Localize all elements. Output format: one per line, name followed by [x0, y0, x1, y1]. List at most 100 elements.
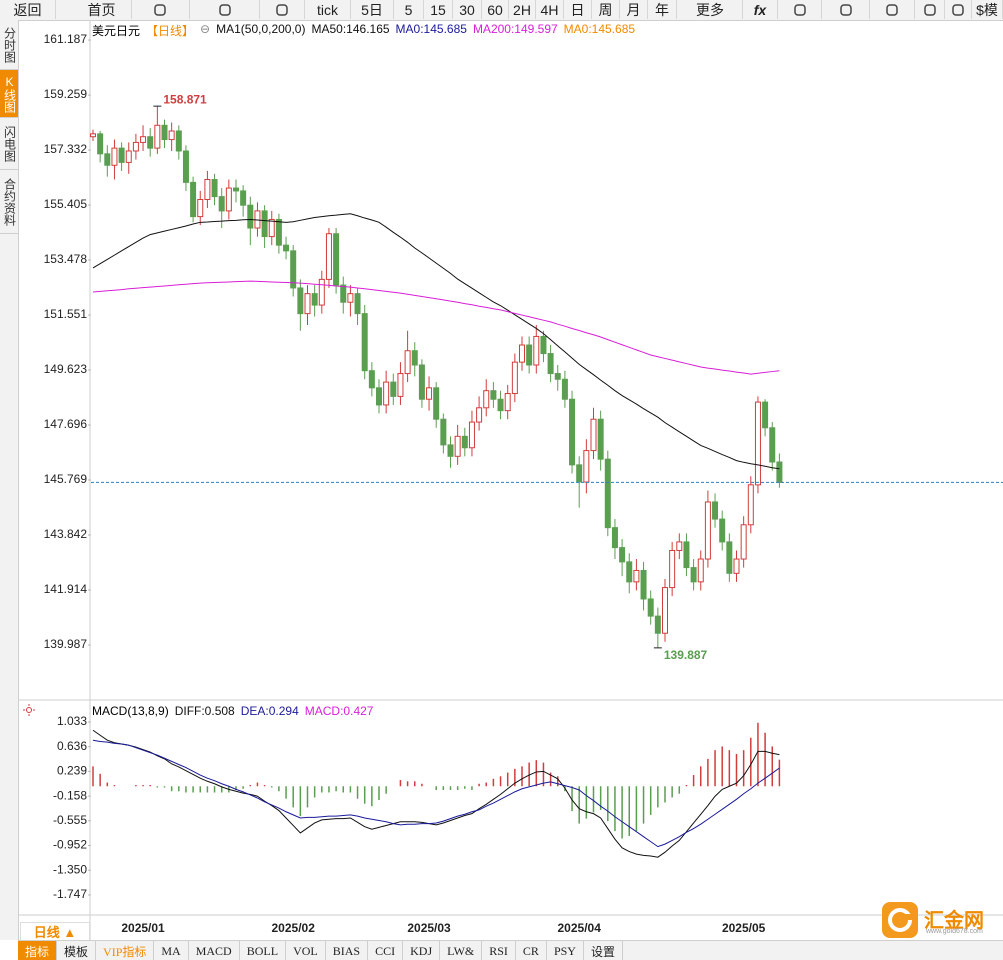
candle-body [662, 587, 668, 634]
bottom-tab[interactable]: CCI [368, 941, 404, 960]
bottom-tabs: 指标 模板 VIP指标 MA MACD BOLL VOL BIAS CCI KDJ LW& RSI CR… [18, 940, 1003, 960]
toolbar-icon[interactable] [130, 0, 190, 19]
candle-body [447, 444, 454, 457]
toolbar-icon[interactable] [778, 0, 822, 19]
legend-entry: MACD:0.427 [304, 704, 374, 718]
bottom-tab[interactable]: VIP指标 [96, 941, 155, 960]
side-tab[interactable]: K线图 [0, 70, 18, 118]
candle-body [190, 181, 197, 218]
toolbar-button[interactable]: 5 [394, 0, 424, 19]
candle-body [147, 136, 154, 149]
legend-entry: MA50:146.165 [311, 22, 390, 36]
candle-body [297, 287, 304, 315]
toolbar-button[interactable]: 更多 [678, 0, 743, 19]
candle-body [654, 615, 661, 634]
toolbar-button[interactable]: tick [305, 0, 351, 19]
ma-line [92, 280, 780, 375]
legend-entry: MA200:149.597 [472, 22, 558, 36]
macd-icon [23, 704, 35, 716]
candle-body [325, 233, 332, 280]
toolbar-icon[interactable] [190, 0, 260, 19]
toolbar-icon[interactable] [260, 0, 305, 19]
candle-body [497, 398, 504, 412]
side-tab[interactable]: 闪电图 [0, 118, 18, 170]
candle-body [411, 350, 418, 366]
bottom-tab[interactable]: RSI [482, 941, 516, 960]
y-tick-label: 155.405 [44, 197, 88, 211]
candle-body [719, 518, 726, 543]
bottom-tab[interactable]: MA [154, 941, 189, 960]
toolbar-button[interactable]: 日 [564, 0, 592, 19]
toolbar-button[interactable]: 5日 [351, 0, 394, 19]
bottom-tab[interactable]: 指标 [18, 941, 58, 960]
toolbar-button[interactable]: 60 [482, 0, 509, 19]
toolbar-icon[interactable] [945, 0, 972, 19]
toolbar-icon[interactable] [822, 0, 870, 19]
diff-line [92, 729, 780, 858]
toolbar-button[interactable]: fx [743, 0, 778, 19]
high-label: 158.871 [163, 92, 207, 106]
candle-body [333, 233, 340, 286]
toolbar-button[interactable]: 15 [424, 0, 453, 19]
legend-entry: MA0:145.685 [395, 22, 467, 36]
candle-body [619, 547, 626, 563]
candle-body [261, 210, 268, 238]
candle-body [204, 179, 211, 200]
candle-body [490, 390, 497, 400]
candle-body [376, 387, 382, 406]
toolbar-button[interactable]: 30 [453, 0, 482, 19]
toolbar-button[interactable]: 2H [509, 0, 536, 19]
y-tick-label: 157.332 [44, 142, 88, 156]
toolbar-button[interactable]: 首页 [72, 0, 132, 19]
side-tab[interactable]: 分时图 [0, 20, 18, 70]
candle-body [361, 313, 368, 372]
candle-body [504, 393, 511, 412]
candle-body [404, 350, 411, 375]
bottom-tab[interactable]: LW& [440, 941, 483, 960]
bottom-tab[interactable]: MACD [189, 941, 240, 960]
bottom-tab[interactable]: 模板 [57, 941, 97, 960]
candle-body [533, 335, 540, 366]
legend-entry: MA0:145.685 [563, 22, 636, 36]
candle-body [540, 335, 547, 355]
candle-body [132, 141, 139, 152]
candle-body [97, 133, 104, 155]
bottom-tab[interactable]: BIAS [326, 941, 369, 960]
candle-body [754, 401, 761, 486]
candle-body [211, 179, 218, 198]
price-legend: 美元日元 【日线】 ⊖ MA1(50,0,200,0) MA50:146.165 M… [92, 22, 635, 39]
bottom-tab[interactable]: VOL [286, 941, 326, 960]
bottom-tab[interactable]: KDJ [403, 941, 441, 960]
toggle-icon[interactable]: ⊖ [200, 22, 211, 36]
bottom-tab[interactable]: BOLL [240, 941, 287, 960]
macd-title: MACD(13,8,9) [92, 704, 169, 718]
candle-body [690, 567, 697, 583]
x-tick-label: 2025/02 [272, 921, 316, 935]
candle-body [461, 435, 468, 449]
toolbar-button[interactable]: 年 [648, 0, 677, 19]
candle-body [111, 147, 118, 166]
candle-body [247, 204, 254, 229]
bottom-tab[interactable]: PSY [547, 941, 584, 960]
toolbar-button[interactable]: 返回 [0, 0, 56, 19]
candle-body [611, 527, 618, 549]
toolbar-button[interactable]: 周 [592, 0, 620, 19]
candle-body [468, 421, 475, 449]
candle-body [118, 147, 125, 163]
side-tab[interactable]: 合约资料 [0, 170, 18, 234]
toolbar-icon[interactable] [915, 0, 945, 19]
candle-body [704, 501, 711, 560]
side-tabs: 分时图 K线图 闪电图 合约资料 [0, 20, 19, 940]
candle-body [526, 344, 533, 366]
bottom-tab[interactable]: 设置 [584, 941, 623, 960]
bottom-tab[interactable]: CR [516, 941, 547, 960]
toolbar-button[interactable]: $模 [972, 0, 1003, 19]
candle-body [554, 373, 561, 380]
toolbar-icon[interactable] [870, 0, 915, 19]
toolbar-button[interactable]: 4H [536, 0, 564, 19]
toolbar-button[interactable]: 月 [620, 0, 648, 19]
period-button[interactable]: 日线 ▲ [20, 922, 90, 941]
candle-body [347, 293, 354, 303]
y-tick-label: -1.350 [53, 862, 87, 876]
